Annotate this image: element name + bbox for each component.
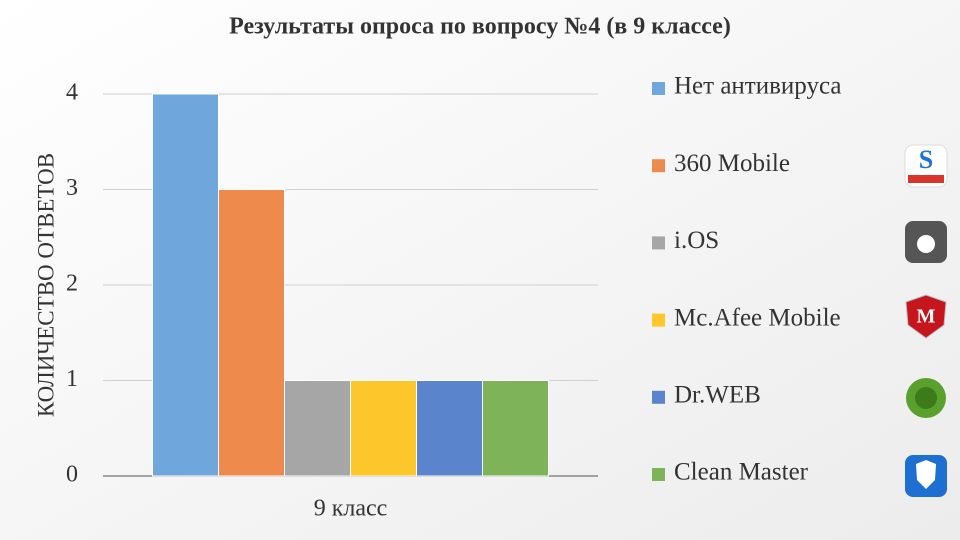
- legend-swatch: [652, 390, 665, 404]
- x-tick-label: 9 класс: [314, 496, 388, 522]
- bar: [350, 380, 417, 477]
- legend-label: Clean Master: [674, 459, 809, 486]
- icon-drweb: [906, 378, 946, 418]
- y-axis-label: КОЛИЧЕСТВО ОТВЕТОВ: [33, 153, 58, 417]
- legend-label: Нет антивируса: [674, 73, 841, 100]
- icon-apple: [905, 221, 947, 263]
- y-tick-label: 0: [66, 462, 78, 488]
- legend-swatch: [652, 159, 665, 173]
- svg-text:S: S: [919, 145, 933, 174]
- legend-swatch: [652, 82, 665, 95]
- bar: [416, 380, 483, 477]
- icon-cleanmaster: [905, 455, 947, 497]
- bar: [482, 380, 549, 477]
- y-tick-label: 4: [66, 80, 78, 106]
- legend-swatch: [652, 313, 665, 327]
- legend-swatch: [652, 468, 665, 481]
- legend-swatch: [652, 236, 665, 250]
- svg-text:M: M: [917, 306, 936, 328]
- legend-label: Mc.Afee Mobile: [674, 304, 841, 331]
- y-tick-label: 3: [66, 175, 78, 201]
- bar: [284, 380, 351, 477]
- chart-title: Результаты опроса по вопросу №4 (в 9 кла…: [229, 14, 731, 40]
- bar: [152, 93, 219, 477]
- legend-label: 360 Mobile: [674, 150, 790, 177]
- icon-mcafee: M: [905, 294, 947, 339]
- y-tick-label: 1: [66, 366, 78, 392]
- bar: [218, 189, 285, 477]
- legend-label: Dr.WEB: [674, 382, 761, 409]
- legend-label: i.OS: [674, 227, 719, 254]
- y-tick-label: 2: [66, 271, 78, 297]
- icon-360: S: [904, 144, 948, 188]
